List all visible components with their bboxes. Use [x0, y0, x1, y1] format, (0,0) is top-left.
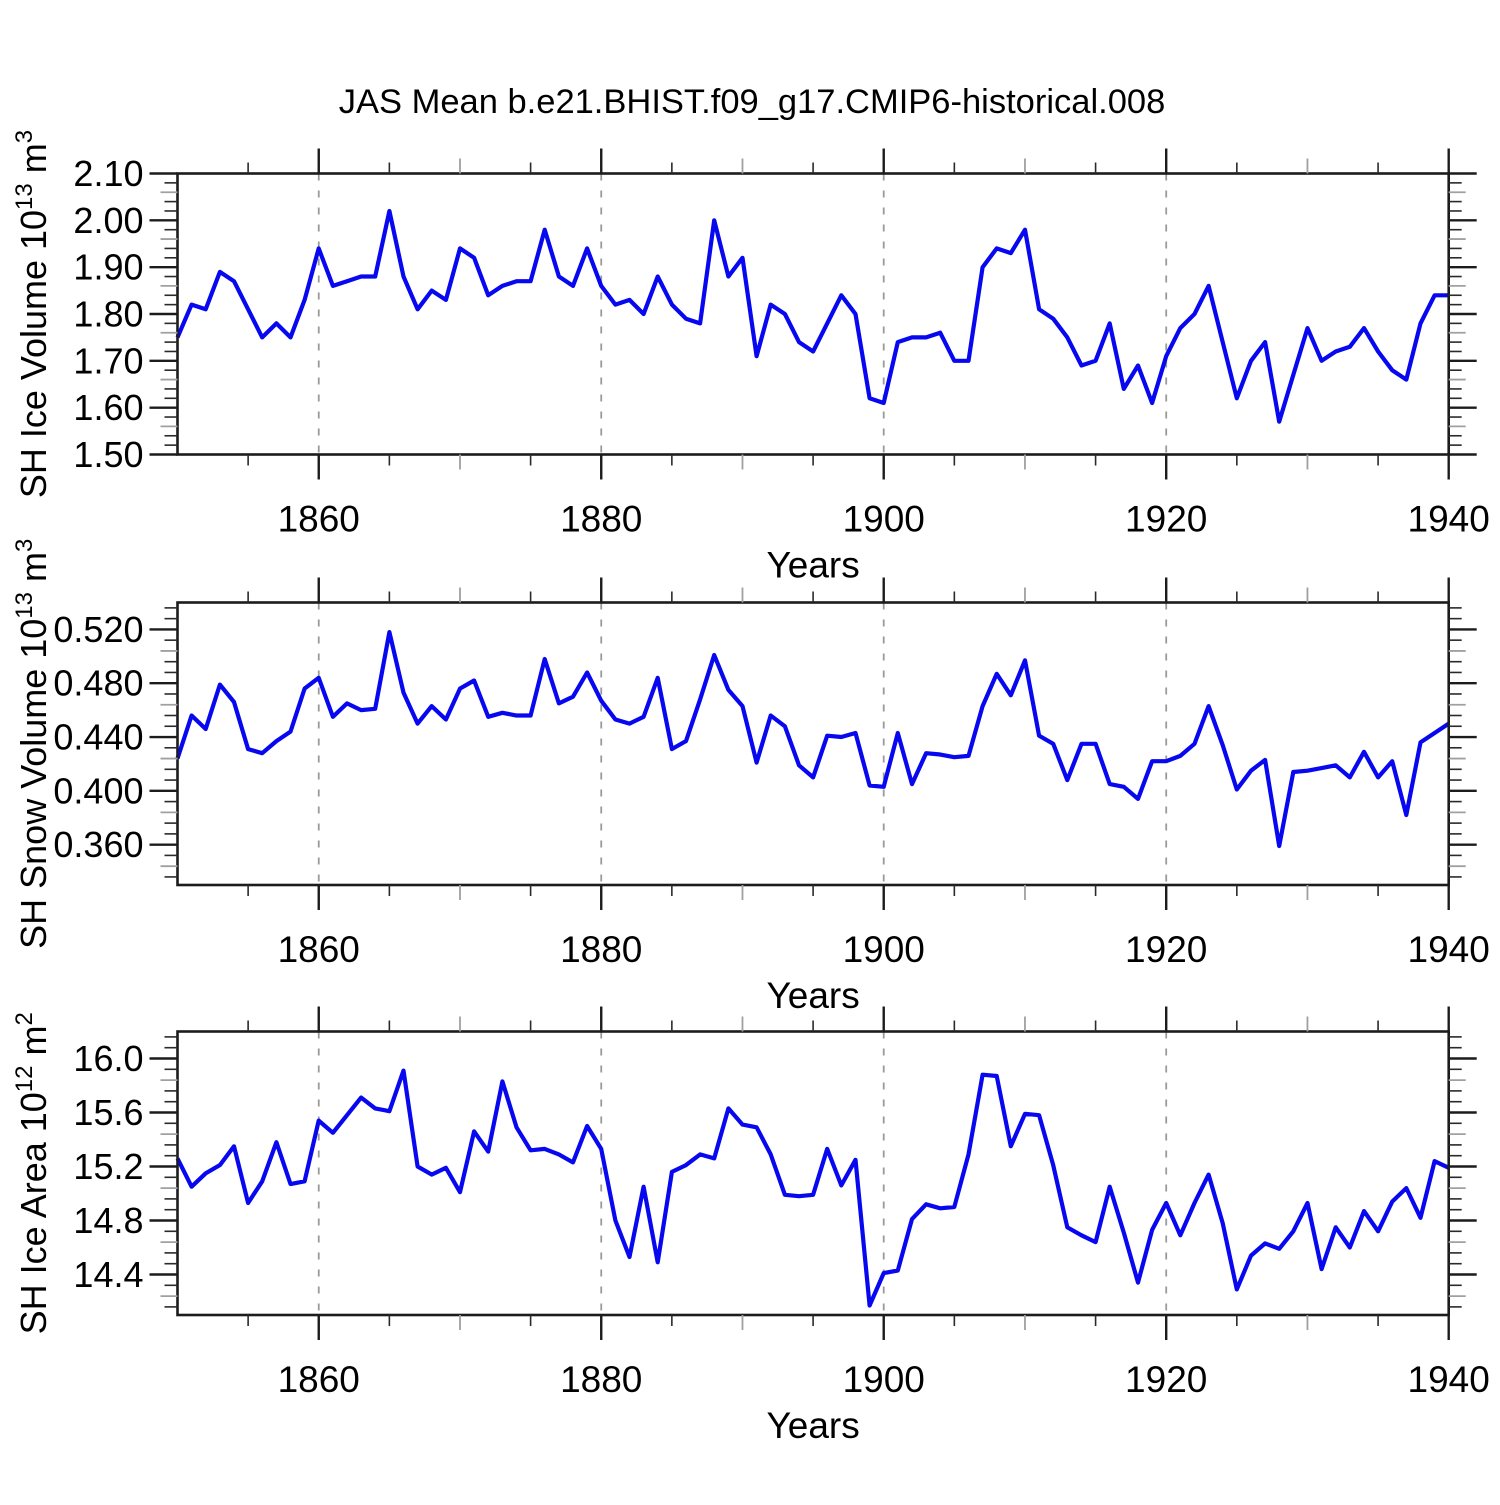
x-tick-label: 1940 — [1408, 499, 1490, 540]
plot-frame — [176, 1030, 1450, 1317]
y-tick-label: 14.8 — [73, 1200, 143, 1241]
y-tick-label: 2.10 — [73, 153, 143, 194]
y-tick-label: 15.2 — [73, 1146, 143, 1187]
x-tick-label: 1920 — [1125, 1359, 1207, 1400]
y-tick-label: 1.90 — [73, 247, 143, 288]
x-tick-label: 1920 — [1125, 499, 1207, 540]
y-tick-label: 0.440 — [53, 717, 143, 758]
y-axis-title: SH Snow Volume 1013 m3 — [11, 539, 54, 949]
figure-title: JAS Mean b.e21.BHIST.f09_g17.CMIP6-histo… — [339, 83, 1166, 121]
ticks — [149, 1006, 1477, 1340]
series-line — [175, 208, 1449, 424]
y-tick-label: 0.360 — [53, 824, 143, 865]
y-tick-label: 1.60 — [73, 387, 143, 428]
x-tick-label: 1900 — [843, 929, 925, 970]
plot-frame — [176, 172, 1450, 456]
ticks — [149, 577, 1477, 910]
x-tick-label: 1940 — [1408, 929, 1490, 970]
x-tick-label: 1880 — [560, 499, 642, 540]
x-axis-title: Years — [766, 545, 859, 586]
y-tick-label: 1.70 — [73, 340, 143, 381]
chart-3: 16.0 15.6 15.2 14.8 14.4 1860 1880 1900 1920 1940… — [11, 1006, 1490, 1446]
y-tick-label: 0.400 — [53, 770, 143, 811]
series-line — [175, 1068, 1450, 1308]
x-tick-label: 1860 — [278, 499, 360, 540]
y-tick-label: 2.00 — [73, 200, 143, 241]
y-tick-label: 1.50 — [73, 434, 143, 475]
y-tick-label: 16.0 — [73, 1038, 143, 1079]
y-tick-label: 14.4 — [73, 1254, 143, 1295]
y-tick-label: 15.6 — [73, 1092, 143, 1133]
chart-2: 0.520 0.480 0.440 0.400 0.360 1860 1880 1900 192… — [11, 539, 1490, 1016]
x-tick-label: 1880 — [560, 1359, 642, 1400]
y-tick-label: 1.80 — [73, 294, 143, 335]
x-tick-label: 1920 — [1125, 929, 1207, 970]
x-axis-title: Years — [766, 975, 859, 1016]
plot-frame — [176, 601, 1450, 887]
y-axis-title: SH Ice Volume 1013 m3 — [11, 130, 54, 498]
x-tick-label: 1860 — [278, 929, 360, 970]
x-axis-title: Years — [766, 1405, 859, 1446]
y-axis-title: SH Ice Area 1012 m2 — [11, 1012, 54, 1334]
x-tick-label: 1900 — [843, 1359, 925, 1400]
series-line — [175, 629, 1450, 849]
x-tick-label: 1900 — [843, 499, 925, 540]
y-tick-label: 0.520 — [53, 609, 143, 650]
charts-group: 2.10 2.00 1.90 1.80 1.70 1.60 1.50 1860 1880 1900… — [11, 130, 1490, 1446]
y-tick-label: 0.480 — [53, 663, 143, 704]
ticks — [149, 148, 1477, 480]
x-tick-label: 1940 — [1408, 1359, 1490, 1400]
x-tick-label: 1880 — [560, 929, 642, 970]
chart-1: 2.10 2.00 1.90 1.80 1.70 1.60 1.50 1860 1880 1900… — [11, 130, 1490, 586]
x-tick-label: 1860 — [278, 1359, 360, 1400]
